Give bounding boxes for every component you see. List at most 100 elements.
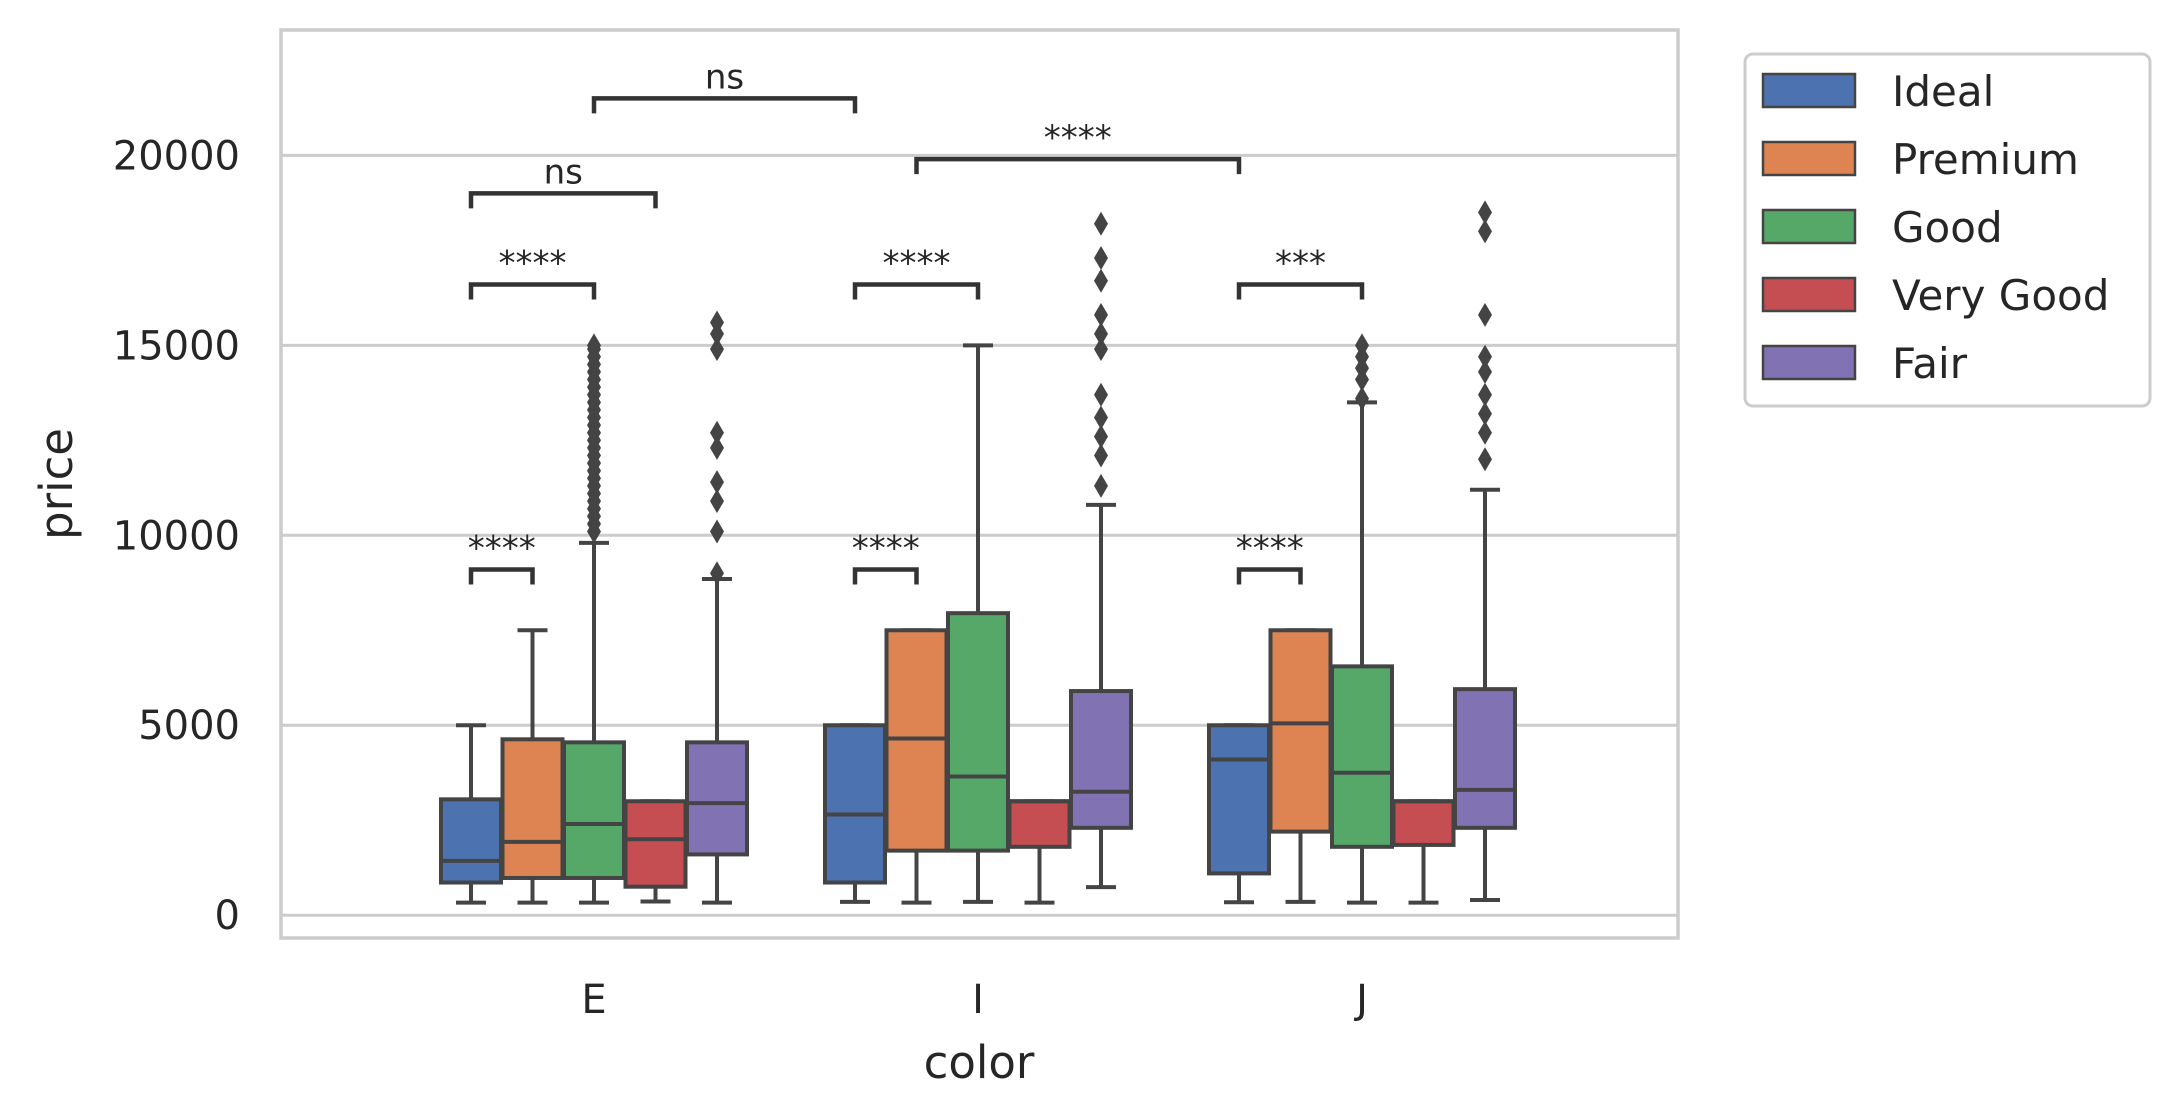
box-very-good-i	[1007, 799, 1072, 905]
box-body	[1268, 628, 1333, 834]
box-ideal-e	[439, 723, 503, 905]
outlier-point	[1094, 245, 1108, 270]
significance-label: ****	[1236, 528, 1304, 568]
legend-label-fair: Fair	[1892, 339, 1968, 388]
significance-bracket	[591, 96, 858, 114]
box-ideal-j	[1207, 723, 1271, 905]
box-good-e	[562, 333, 626, 905]
box-fair-j	[1453, 200, 1517, 903]
x-tick-label-e: E	[581, 977, 606, 1023]
outlier-point	[1094, 473, 1108, 498]
outlier-point	[1478, 302, 1492, 327]
outlier-point	[710, 519, 724, 544]
legend-swatch-ideal	[1761, 72, 1857, 109]
box-body	[1007, 799, 1072, 849]
significance-bracket	[852, 282, 981, 300]
box-ideal-i	[823, 723, 887, 904]
significance-bracket	[914, 156, 1242, 175]
outlier-point	[1094, 268, 1108, 293]
box-body	[500, 737, 565, 880]
legend-swatch-premium	[1761, 140, 1857, 177]
box-body	[439, 797, 503, 885]
y-axis-title: price	[30, 428, 83, 540]
legend-label-good: Good	[1892, 203, 2003, 252]
box-very-good-j	[1391, 799, 1456, 905]
significance-bracket	[468, 567, 535, 585]
significance-label: ***	[1275, 244, 1326, 284]
legend-swatch-fair	[1761, 344, 1857, 381]
outlier-point	[1478, 420, 1492, 445]
significance-bracket	[468, 282, 597, 300]
significance-bracket	[1236, 282, 1365, 300]
y-tick-label-15000: 15000	[113, 323, 240, 369]
box-good-i	[946, 343, 1010, 904]
outlier-point	[1355, 386, 1369, 411]
significance-label: ****	[499, 244, 567, 284]
outlier-point	[1478, 219, 1492, 244]
box-series	[439, 200, 1517, 905]
box-body	[1453, 687, 1517, 830]
legend-label-ideal: Ideal	[1892, 67, 1994, 116]
outlier-point	[1478, 382, 1492, 407]
box-fair-i	[1069, 211, 1133, 890]
outlier-point	[1478, 200, 1492, 225]
box-very-good-e	[623, 799, 688, 904]
box-premium-i	[884, 628, 949, 905]
outlier-point	[1478, 447, 1492, 472]
box-body	[1207, 723, 1271, 876]
outlier-point	[1094, 321, 1108, 346]
outlier-point	[710, 420, 724, 445]
outlier-point	[1355, 333, 1369, 358]
significance-label: ****	[468, 528, 536, 568]
legend-label-premium: Premium	[1892, 135, 2079, 184]
box-body	[946, 611, 1010, 853]
outlier-point	[1094, 405, 1108, 430]
outlier-point	[1094, 424, 1108, 449]
box-body	[823, 723, 887, 885]
significance-bracket	[852, 567, 919, 585]
box-body	[1069, 689, 1133, 830]
outlier-point	[710, 310, 724, 335]
significance-label: ****	[1044, 118, 1112, 158]
box-body	[685, 740, 749, 857]
y-tick-label-5000: 5000	[138, 703, 240, 749]
outlier-point	[1094, 211, 1108, 236]
outlier-point	[1094, 337, 1108, 362]
box-body	[623, 799, 688, 889]
significance-label: ****	[883, 244, 951, 284]
significance-bracket	[1236, 567, 1303, 585]
box-good-j	[1330, 333, 1394, 905]
legend-swatch-very-good	[1761, 276, 1857, 313]
box-fair-e	[685, 310, 749, 905]
outlier-point	[587, 333, 601, 358]
y-axis-ticks: 0 5000 10000 15000 20000	[113, 133, 240, 939]
box-body	[1330, 664, 1394, 849]
outlier-point	[1094, 302, 1108, 327]
significance-label: ****	[852, 528, 920, 568]
box-premium-j	[1268, 628, 1333, 904]
y-tick-label-0: 0	[215, 893, 240, 939]
significance-label: ns	[705, 57, 744, 97]
legend-swatch-good	[1761, 208, 1857, 245]
legend: Ideal Premium Good Very Good Fair	[1743, 52, 2152, 408]
y-tick-label-20000: 20000	[113, 133, 240, 179]
box-body	[1391, 799, 1456, 847]
box-premium-e	[500, 628, 565, 905]
x-axis-title: color	[924, 1036, 1035, 1089]
plot-area-frame	[279, 28, 1680, 940]
y-tick-label-10000: 10000	[113, 513, 240, 559]
significance-label: ns	[544, 152, 583, 192]
outlier-point	[1478, 344, 1492, 369]
outlier-point	[710, 337, 724, 362]
outlier-point	[710, 489, 724, 514]
outlier-point	[1478, 359, 1492, 384]
outlier-point	[710, 561, 724, 586]
significance-bracket	[468, 191, 658, 209]
outlier-point	[1094, 443, 1108, 468]
legend-label-very-good: Very Good	[1892, 271, 2109, 320]
outlier-point	[1094, 382, 1108, 407]
x-tick-label-i: I	[972, 977, 984, 1023]
